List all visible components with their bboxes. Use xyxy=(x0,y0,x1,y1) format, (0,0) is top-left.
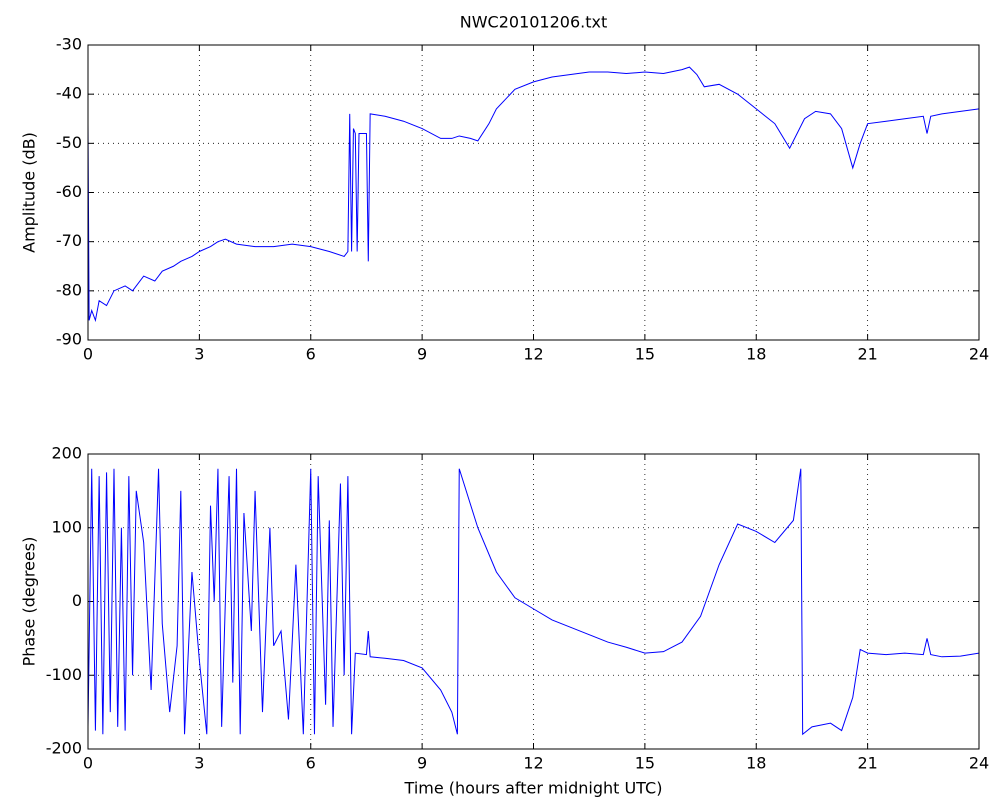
y-tick-label: -100 xyxy=(46,665,82,684)
y-tick-label: -60 xyxy=(56,182,82,201)
x-tick-label: 12 xyxy=(523,345,543,364)
axes-box xyxy=(87,44,980,341)
y-tick-label: -50 xyxy=(56,133,82,152)
data-line xyxy=(87,66,980,323)
y-tick-label: -70 xyxy=(56,231,82,250)
x-tick-label: 24 xyxy=(969,754,989,773)
y-tick-label: -40 xyxy=(56,84,82,103)
y-tick-label: 0 xyxy=(72,591,82,610)
y-tick-label: -80 xyxy=(56,280,82,299)
x-tick-label: 6 xyxy=(306,345,316,364)
x-tick-label: 15 xyxy=(635,754,655,773)
x-tick-label: 0 xyxy=(83,754,93,773)
x-tick-label: 9 xyxy=(417,754,427,773)
y-axis-label: Phase (degrees) xyxy=(20,537,39,667)
y-tick-label: 100 xyxy=(51,517,82,536)
x-tick-label: 18 xyxy=(746,345,766,364)
x-tick-label: 6 xyxy=(306,754,316,773)
x-tick-label: 12 xyxy=(523,754,543,773)
x-tick-label: 18 xyxy=(746,754,766,773)
x-tick-label: 15 xyxy=(635,345,655,364)
x-tick-label: 3 xyxy=(194,754,204,773)
y-tick-label: -200 xyxy=(46,739,82,758)
x-tick-label: 21 xyxy=(857,345,877,364)
data-line xyxy=(87,468,980,736)
x-tick-label: 21 xyxy=(857,754,877,773)
x-tick-label: 24 xyxy=(969,345,989,364)
x-axis-label: Time (hours after midnight UTC) xyxy=(404,779,663,798)
y-tick-label: -30 xyxy=(56,35,82,54)
y-tick-label: 200 xyxy=(51,444,82,463)
x-tick-label: 0 xyxy=(83,345,93,364)
chart-title: NWC20101206.txt xyxy=(460,13,608,32)
x-tick-label: 9 xyxy=(417,345,427,364)
y-tick-label: -90 xyxy=(56,330,82,349)
axes-box xyxy=(87,453,980,750)
y-axis-label: Amplitude (dB) xyxy=(20,132,39,253)
x-tick-label: 3 xyxy=(194,345,204,364)
